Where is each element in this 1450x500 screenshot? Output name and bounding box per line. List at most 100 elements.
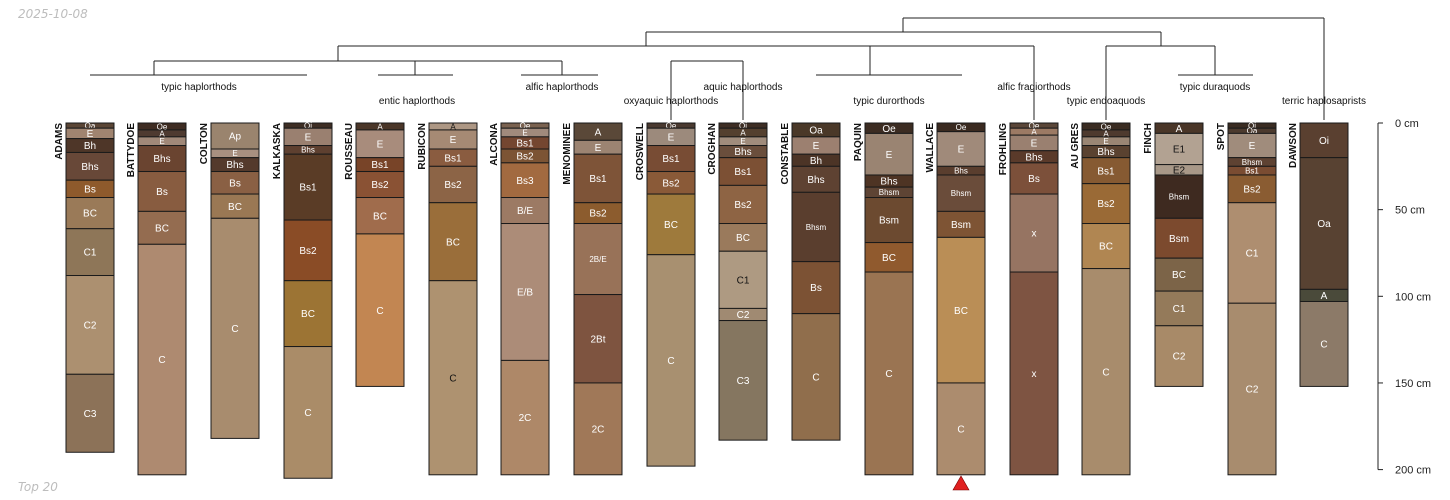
horizon-label: Bhs (81, 162, 98, 173)
horizon-label: Bs (810, 283, 822, 294)
horizon-label: Bs1 (371, 160, 389, 171)
horizon (283, 346, 333, 479)
horizon-label: Oe (882, 124, 896, 135)
horizon-label: Bs (1028, 174, 1040, 185)
horizon (65, 373, 115, 453)
group-label: typic endoaquods (1067, 96, 1145, 107)
horizon (1081, 157, 1131, 185)
horizon (500, 359, 550, 476)
horizon (137, 243, 187, 476)
horizon (1227, 132, 1277, 159)
horizon (1227, 174, 1277, 204)
horizon-label: C (885, 369, 892, 380)
horizon-label: BC (882, 253, 896, 264)
horizon-label: E (305, 132, 312, 143)
horizon-label: E (377, 139, 384, 150)
horizon (1081, 183, 1131, 225)
horizon (1154, 174, 1204, 219)
horizon (791, 261, 841, 315)
horizon-label: A (1031, 128, 1037, 137)
horizon-label: Bhsm (806, 223, 827, 232)
horizon-label: A (159, 129, 165, 138)
horizon-label: A (1321, 291, 1328, 302)
profile-name: RUBICON (417, 123, 428, 170)
horizon-label: Bhs (1025, 152, 1042, 163)
horizon (1299, 300, 1349, 387)
horizon (718, 184, 768, 225)
horizon-label: 2B/E (589, 255, 606, 264)
horizon (646, 254, 696, 467)
profile-name: CROSWELL (635, 123, 646, 180)
horizon-label: Bhs (734, 147, 751, 158)
profile-name: CONSTABLE (780, 123, 791, 185)
horizon-label: 2C (519, 413, 532, 424)
horizon-label: Bhs (807, 175, 824, 186)
horizon-label: E1 (1173, 145, 1186, 156)
horizon-label: Bsm (1169, 234, 1189, 245)
horizon-label: 2C (592, 424, 605, 435)
group-label: alfic fragiorthods (997, 82, 1070, 93)
horizon-label: E (740, 137, 745, 146)
horizon-label: Bs1 (662, 154, 680, 165)
profile-name: DAWSON (1288, 123, 1299, 168)
horizon (791, 191, 841, 263)
marker-triangle (952, 475, 970, 491)
horizon-label: E (595, 143, 602, 154)
horizon-label: Oi (739, 121, 747, 130)
horizon (936, 174, 986, 212)
horizon (1009, 271, 1059, 476)
horizon (355, 171, 405, 199)
horizon (210, 217, 260, 439)
profile-name: KALKASKA (272, 123, 283, 179)
profile-name: FROHLING (998, 123, 1009, 175)
horizon-label: Oe (956, 123, 967, 132)
profile-name: MENOMINEE (562, 123, 573, 185)
horizon (1299, 122, 1349, 159)
horizon-label: C3 (737, 376, 750, 387)
profile-name: CROGHAN (707, 123, 718, 175)
horizon (646, 145, 696, 173)
horizon-label: Bs2 (516, 152, 534, 163)
horizon-label: C1 (737, 275, 750, 286)
horizon-label: Bs2 (589, 209, 607, 220)
horizon (355, 233, 405, 387)
horizon-label: BC (373, 211, 387, 222)
horizon-label: E (886, 150, 893, 161)
horizon-label: C (1320, 340, 1327, 351)
horizon-label: Bs2 (444, 180, 462, 191)
horizon-label: C (231, 324, 238, 335)
horizon-label: BC (1099, 242, 1113, 253)
horizon-label: C (667, 356, 674, 367)
horizon-label: Oe (157, 122, 168, 131)
profile-name: PAQUIN (853, 123, 864, 161)
horizon-label: Bs1 (1245, 167, 1259, 176)
horizon-label: A (1103, 129, 1109, 138)
horizon-label: Bhsm (879, 188, 900, 197)
horizon-label: B/E (517, 206, 533, 217)
horizon-label: E (958, 145, 965, 156)
horizon-label: x (1032, 369, 1037, 380)
horizon-label: E/B (517, 288, 533, 299)
horizon-label: Bhs (880, 177, 897, 188)
horizon-label: Oi (1319, 136, 1329, 147)
horizon (65, 151, 115, 181)
horizon-label: Bs (229, 178, 241, 189)
horizon-label: C (812, 372, 819, 383)
profile-name: WALLACE (925, 123, 936, 173)
horizon-label: BC (664, 220, 678, 231)
profile-name: ALCONA (489, 123, 500, 166)
group-label: oxyaquic haplorthods (624, 96, 719, 107)
horizon-label: BC (446, 237, 460, 248)
horizon-label: E (1249, 141, 1256, 152)
horizon (210, 122, 260, 150)
horizon-label: C2 (737, 310, 750, 321)
horizon-label: C2 (1173, 352, 1186, 363)
horizon-label: Bs2 (734, 200, 752, 211)
depth-tick-label: 50 cm (1395, 205, 1425, 217)
horizon-label: A (450, 122, 456, 131)
horizon (718, 157, 768, 186)
horizon (864, 197, 914, 244)
horizon (791, 165, 841, 193)
